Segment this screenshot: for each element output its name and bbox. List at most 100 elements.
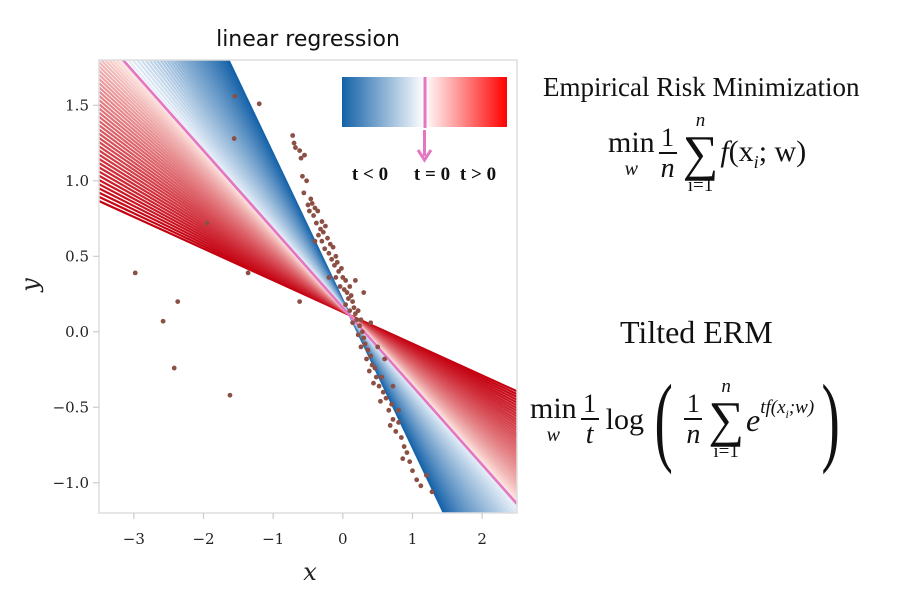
scatter-point: [361, 335, 367, 341]
y-tick-label: −0.5: [53, 398, 89, 416]
fraction-bar: [684, 418, 703, 420]
scatter-point: [302, 152, 307, 158]
scatter-point: [320, 229, 326, 235]
y-tick-label: −1.0: [53, 474, 89, 492]
x-tick-label: −2: [192, 530, 214, 548]
scatter-point: [301, 190, 307, 196]
y-tick-label: 0.0: [65, 323, 89, 341]
scatter-point: [329, 256, 335, 262]
chart-title: linear regression: [216, 27, 400, 52]
scatter-point: [346, 296, 351, 301]
scatter-point: [383, 395, 389, 401]
scatter-point: [378, 398, 383, 404]
scatter-point: [326, 275, 332, 280]
scatter-point: [398, 435, 404, 440]
x-tick-label: −1: [262, 530, 284, 548]
scatter-point: [132, 270, 138, 276]
loss-args-close: ; w): [758, 135, 807, 168]
scatter-point: [304, 178, 310, 184]
tilted-erm-heading: Tilted ERM: [620, 314, 773, 350]
scatter-point: [373, 374, 379, 380]
scatter-point: [429, 489, 435, 495]
x-axis-label: x: [303, 558, 317, 586]
arrow-head-icon: [416, 149, 433, 163]
x-tick-label: 1: [408, 530, 418, 548]
scatter-point: [204, 220, 210, 226]
scatter-point: [322, 246, 328, 252]
scatter-point: [341, 287, 347, 292]
scatter-point: [371, 380, 376, 386]
scatter-point: [368, 320, 374, 326]
exp-base: e: [745, 401, 761, 438]
scatter-point: [351, 305, 357, 311]
scatter-point: [298, 155, 304, 161]
min-text: min: [530, 392, 577, 425]
exponent-post: ;w): [788, 396, 815, 418]
scatter-point: [350, 320, 355, 326]
scatter-point: [410, 468, 415, 474]
scatter-point: [175, 299, 181, 304]
scatter-point: [368, 353, 374, 359]
scatter-point: [312, 238, 318, 244]
scatter-point: [375, 344, 381, 350]
scatter-point: [393, 429, 399, 434]
x-tick-label: 2: [477, 530, 487, 548]
scatter-point: [352, 278, 358, 283]
min-text: min: [608, 126, 655, 159]
term-outer-fraction: 1 t: [580, 389, 599, 450]
scatter-point: [343, 302, 349, 308]
term-inner-fraction: 1 n: [684, 390, 703, 450]
scatter-point: [386, 407, 392, 413]
scatter-point: [227, 392, 233, 398]
t-zero-fit-line: [121, 60, 517, 505]
loss-args-subscript: i: [753, 152, 759, 172]
scatter-point: [380, 389, 386, 395]
scatter-point: [390, 416, 396, 422]
scatter-point: [396, 407, 401, 413]
scatter-point: [293, 145, 298, 150]
scatter-point: [357, 323, 362, 329]
fraction-bar: [658, 152, 677, 154]
scatter-point: [334, 259, 340, 265]
loss-args-open: (x: [728, 135, 754, 168]
scatter-point: [318, 226, 323, 232]
scatter-point: [232, 93, 238, 99]
left-paren-icon: (: [654, 364, 673, 475]
x-tick-label: 0: [338, 530, 348, 548]
scatter-point: [171, 365, 177, 371]
erm-summation: n ∑ i=1: [683, 111, 719, 196]
scatter-point: [364, 356, 369, 362]
sum-upper-limit: n: [721, 376, 731, 397]
scatter-point: [414, 477, 420, 483]
scatter-point: [297, 148, 303, 154]
scatter-point: [339, 265, 344, 271]
scatter-point: [400, 456, 406, 462]
scatter-point: [359, 329, 365, 335]
erm-formula: min w 1 n n ∑ i=1 f(xi; w): [608, 111, 807, 196]
scatter-point: [361, 290, 367, 295]
scatter-point: [424, 472, 429, 478]
scatter-point: [333, 275, 339, 280]
loss-function: f: [720, 135, 729, 168]
scatter-point: [347, 308, 353, 314]
scatter-point: [336, 269, 342, 274]
fraction-denominator: t: [585, 419, 594, 450]
scatter-point: [319, 219, 325, 224]
fraction-numerator: 1: [583, 389, 597, 418]
scatter-point: [352, 311, 358, 317]
scatter-point: [245, 270, 251, 276]
erm-heading: Empirical Risk Minimization: [543, 72, 860, 102]
scatter-point: [350, 299, 355, 304]
fraction-denominator: n: [660, 153, 675, 184]
fraction-denominator: n: [686, 419, 701, 450]
sigma-icon: ∑: [708, 391, 744, 447]
scatter-point: [290, 133, 296, 138]
scatter-point: [315, 208, 321, 214]
scatter-point: [291, 140, 297, 146]
scatter-point: [330, 244, 336, 250]
scatter-point: [256, 101, 262, 107]
scatter-point: [404, 450, 410, 455]
legend-t-positive: t > 0: [460, 164, 496, 185]
scatter-point: [389, 401, 394, 407]
x-tick-label: −3: [123, 530, 145, 548]
